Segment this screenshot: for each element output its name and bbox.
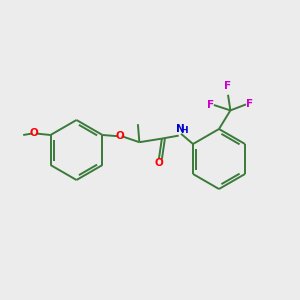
Text: O: O xyxy=(30,128,38,139)
Text: O: O xyxy=(154,158,163,168)
Text: H: H xyxy=(180,126,188,135)
Text: N: N xyxy=(176,124,184,134)
Text: F: F xyxy=(246,99,253,110)
Text: O: O xyxy=(116,131,124,141)
Text: F: F xyxy=(224,81,232,91)
Text: F: F xyxy=(207,100,214,110)
